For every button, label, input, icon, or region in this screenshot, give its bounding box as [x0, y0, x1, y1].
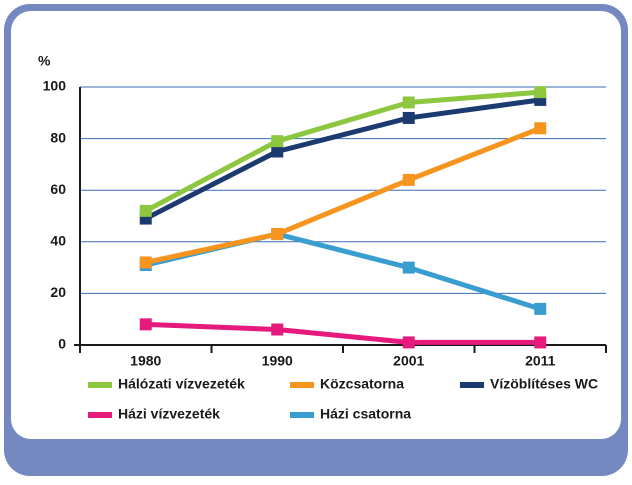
series-marker: [402, 173, 415, 186]
series-line: [144, 97, 541, 221]
series-marker: [402, 261, 415, 274]
panel: [11, 11, 621, 439]
y-tick-label: 40: [50, 233, 66, 249]
series-marker: [534, 86, 547, 99]
series-line: [145, 125, 542, 265]
y-tick-label: 20: [50, 284, 66, 300]
y-tick-label: 80: [50, 129, 66, 145]
x-tick-label: 2011: [525, 353, 556, 369]
y-tick-label: 60: [50, 181, 66, 197]
series-line: [144, 89, 541, 214]
y-tick-label: 100: [43, 78, 67, 94]
series-marker: [402, 111, 415, 124]
x-tick-label: 1990: [262, 353, 293, 369]
series-marker: [139, 318, 152, 331]
series-marker: [271, 323, 284, 336]
series-marker: [402, 96, 415, 109]
series-marker: [139, 256, 152, 269]
series-marker: [271, 135, 284, 148]
legend-label: Közcsatorna: [320, 376, 404, 392]
legend-label: Házi csatorna: [320, 406, 411, 422]
series-marker: [534, 122, 547, 135]
legend-label: Házi vízvezeték: [118, 406, 220, 422]
series-marker: [271, 228, 284, 241]
series-line: [145, 321, 541, 345]
series-marker: [402, 336, 415, 349]
x-tick-label: 2001: [393, 353, 424, 369]
y-tick-label: 0: [58, 336, 66, 352]
legend-label: Hálózati vízvezeték: [118, 376, 245, 392]
series-marker: [534, 302, 547, 315]
y-axis-label: %: [38, 53, 51, 69]
x-tick-label: 1980: [130, 353, 161, 369]
series-marker: [271, 145, 284, 158]
series-marker: [534, 336, 547, 349]
legend-label: Vízöblítéses WC: [490, 376, 598, 392]
series-marker: [139, 204, 152, 217]
